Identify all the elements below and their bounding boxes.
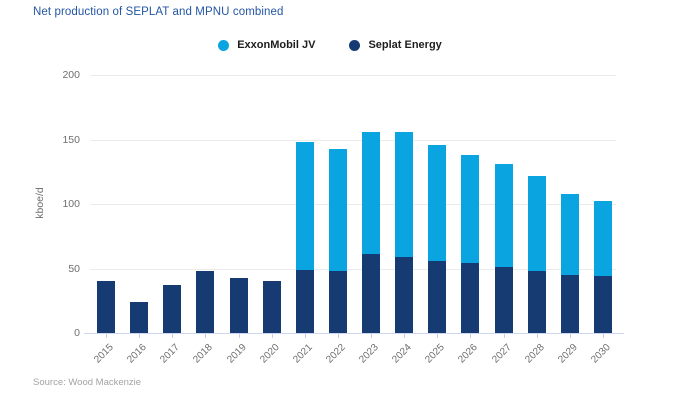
x-axis-tick <box>139 334 141 338</box>
bar-segment-exxonmobil-jv <box>494 164 513 268</box>
legend-label: Seplat Energy <box>368 39 442 51</box>
source-note: Source: Wood Mackenzie <box>33 377 142 388</box>
bar-2016 <box>130 302 149 333</box>
bar-2021 <box>295 142 314 333</box>
legend-item-seplat-energy: Seplat Energy <box>349 39 442 51</box>
bar-segment-seplat-energy <box>428 260 447 333</box>
bar-segment-seplat-energy <box>130 302 149 333</box>
bar-segment-exxonmobil-jv <box>593 201 612 277</box>
x-axis-tick <box>337 334 339 338</box>
x-axis-tick <box>371 334 373 338</box>
x-axis-tick <box>205 334 207 338</box>
x-axis-tick <box>304 334 306 338</box>
y-tick-label: 50 <box>68 262 80 275</box>
x-axis-tick <box>503 334 505 338</box>
bar-segment-seplat-energy <box>395 256 414 333</box>
bar-2017 <box>163 285 182 333</box>
bar-2025 <box>428 144 447 333</box>
bar-segment-seplat-energy <box>262 281 281 333</box>
exxonmobil-jv-dot-icon <box>218 39 230 51</box>
bar-segment-exxonmobil-jv <box>328 148 347 272</box>
bar-segment-exxonmobil-jv <box>527 175 546 272</box>
gridline-100 <box>90 204 616 205</box>
x-axis-tick <box>602 334 604 338</box>
x-axis-tick <box>437 334 439 338</box>
bar-segment-exxonmobil-jv <box>461 154 480 264</box>
chart-legend: ExxonMobil JV Seplat Energy <box>0 39 660 51</box>
y-tick-label: 0 <box>74 327 80 339</box>
bar-segment-seplat-energy <box>229 277 248 333</box>
bar-segment-seplat-energy <box>527 271 546 333</box>
x-axis-tick <box>536 334 538 338</box>
x-axis-tick <box>172 334 174 338</box>
bar-segment-seplat-energy <box>295 269 314 333</box>
x-axis-line <box>84 333 624 334</box>
seplat-energy-dot-icon <box>349 39 361 51</box>
bar-2015 <box>97 281 115 333</box>
legend-label: ExxonMobil JV <box>237 39 316 51</box>
x-axis-tick <box>404 334 406 338</box>
bar-segment-exxonmobil-jv <box>362 131 381 255</box>
bar-segment-seplat-energy <box>362 254 381 333</box>
bar-2020 <box>262 281 281 333</box>
bar-2024 <box>395 131 414 333</box>
x-axis-tick <box>271 334 273 338</box>
bar-2018 <box>196 271 215 333</box>
bar-2029 <box>560 193 579 333</box>
y-tick-label: 200 <box>62 69 80 81</box>
y-tick-label: 150 <box>62 133 80 146</box>
x-axis-tick <box>569 334 571 338</box>
x-axis-tick <box>106 334 107 338</box>
bar-segment-seplat-energy <box>328 271 347 333</box>
bar-segment-seplat-energy <box>461 263 480 333</box>
bar-2026 <box>461 154 480 333</box>
bar-segment-seplat-energy <box>560 274 579 333</box>
gridline-150 <box>90 139 616 141</box>
x-axis-tick <box>238 334 240 338</box>
bar-segment-seplat-energy <box>494 267 513 333</box>
bar-segment-seplat-energy <box>163 285 182 333</box>
plot-area: 2015 2016 2017 2018 2019 2020 2021 2022 2023 2024… <box>84 75 624 366</box>
bar-2022 <box>328 148 347 333</box>
gridline-50 <box>90 268 616 270</box>
legend-item-exxonmobil-jv: ExxonMobil JV <box>218 39 315 51</box>
bar-2023 <box>362 131 381 333</box>
gridline-200 <box>90 75 616 76</box>
bar-segment-exxonmobil-jv <box>395 131 414 257</box>
bar-segment-exxonmobil-jv <box>428 144 447 261</box>
bar-2030 <box>593 201 612 333</box>
bar-segment-exxonmobil-jv <box>560 193 579 275</box>
bar-2028 <box>527 175 546 333</box>
y-tick-label: 100 <box>62 198 80 210</box>
bar-segment-exxonmobil-jv <box>295 142 314 270</box>
bar-segment-seplat-energy <box>97 281 115 333</box>
bar-segment-seplat-energy <box>593 276 612 333</box>
bar-segment-seplat-energy <box>196 271 215 333</box>
x-axis-tick <box>470 334 472 338</box>
chart-title: Net production of SEPLAT and MPNU combin… <box>33 6 284 18</box>
bar-2019 <box>229 277 248 333</box>
bar-2027 <box>494 164 513 333</box>
